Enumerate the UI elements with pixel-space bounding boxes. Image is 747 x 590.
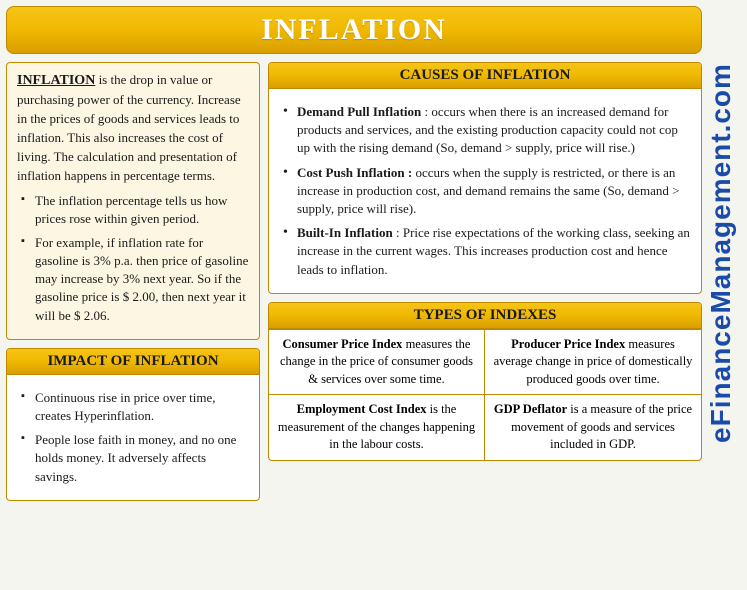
intro-term: INFLATION	[17, 73, 95, 88]
index-term: Consumer Price Index	[283, 337, 403, 351]
list-item: Demand Pull Inflation : occurs when ther…	[283, 103, 691, 158]
impact-points: Continuous rise in price over time, crea…	[17, 389, 249, 486]
index-term: GDP Deflator	[494, 402, 567, 416]
list-item: The inflation percentage tells us how pr…	[21, 192, 249, 228]
indexes-heading: TYPES OF INDEXES	[269, 303, 701, 329]
index-cell: Employment Cost Index is the measurement…	[269, 394, 485, 460]
intro-points: The inflation percentage tells us how pr…	[17, 192, 249, 325]
index-grid: Consumer Price Index measures the change…	[269, 329, 701, 460]
impact-box: IMPACT OF INFLATION Continuous rise in p…	[6, 348, 260, 501]
intro-definition: is the drop in value or purchasing power…	[17, 72, 241, 183]
infographic-container: INFLATION INFLATION is the drop in value…	[6, 6, 702, 501]
content-grid: INFLATION is the drop in value or purcha…	[6, 62, 702, 501]
list-item: People lose faith in money, and no one h…	[21, 431, 249, 486]
impact-body: Continuous rise in price over time, crea…	[7, 375, 259, 500]
causes-box: CAUSES OF INFLATION Demand Pull Inflatio…	[268, 62, 702, 294]
index-term: Employment Cost Index	[297, 402, 427, 416]
index-cell: GDP Deflator is a measure of the price m…	[485, 394, 701, 460]
main-title: INFLATION	[7, 13, 701, 47]
watermark-text: eFinanceManagement.com	[705, 63, 737, 443]
list-item: Continuous rise in price over time, crea…	[21, 389, 249, 425]
impact-heading: IMPACT OF INFLATION	[7, 349, 259, 375]
list-item: Cost Push Inflation : occurs when the su…	[283, 164, 691, 219]
left-column: INFLATION is the drop in value or purcha…	[6, 62, 260, 501]
title-banner: INFLATION	[6, 6, 702, 54]
causes-list: Demand Pull Inflation : occurs when ther…	[279, 103, 691, 279]
causes-heading: CAUSES OF INFLATION	[269, 63, 701, 89]
intro-box: INFLATION is the drop in value or purcha…	[6, 62, 260, 340]
intro-paragraph: INFLATION is the drop in value or purcha…	[17, 71, 249, 186]
index-cell: Producer Price Index measures average ch…	[485, 329, 701, 395]
list-item: Built-In Inflation : Price rise expectat…	[283, 224, 691, 279]
causes-body: Demand Pull Inflation : occurs when ther…	[269, 89, 701, 293]
cause-term: Demand Pull Inflation	[297, 104, 421, 119]
index-cell: Consumer Price Index measures the change…	[269, 329, 485, 395]
cause-term: Cost Push Inflation :	[297, 165, 412, 180]
right-column: CAUSES OF INFLATION Demand Pull Inflatio…	[268, 62, 702, 501]
index-term: Producer Price Index	[511, 337, 625, 351]
list-item: For example, if inflation rate for gasol…	[21, 234, 249, 325]
indexes-box: TYPES OF INDEXES Consumer Price Index me…	[268, 302, 702, 461]
intro-body: INFLATION is the drop in value or purcha…	[7, 63, 259, 339]
cause-term: Built-In Inflation	[297, 225, 393, 240]
